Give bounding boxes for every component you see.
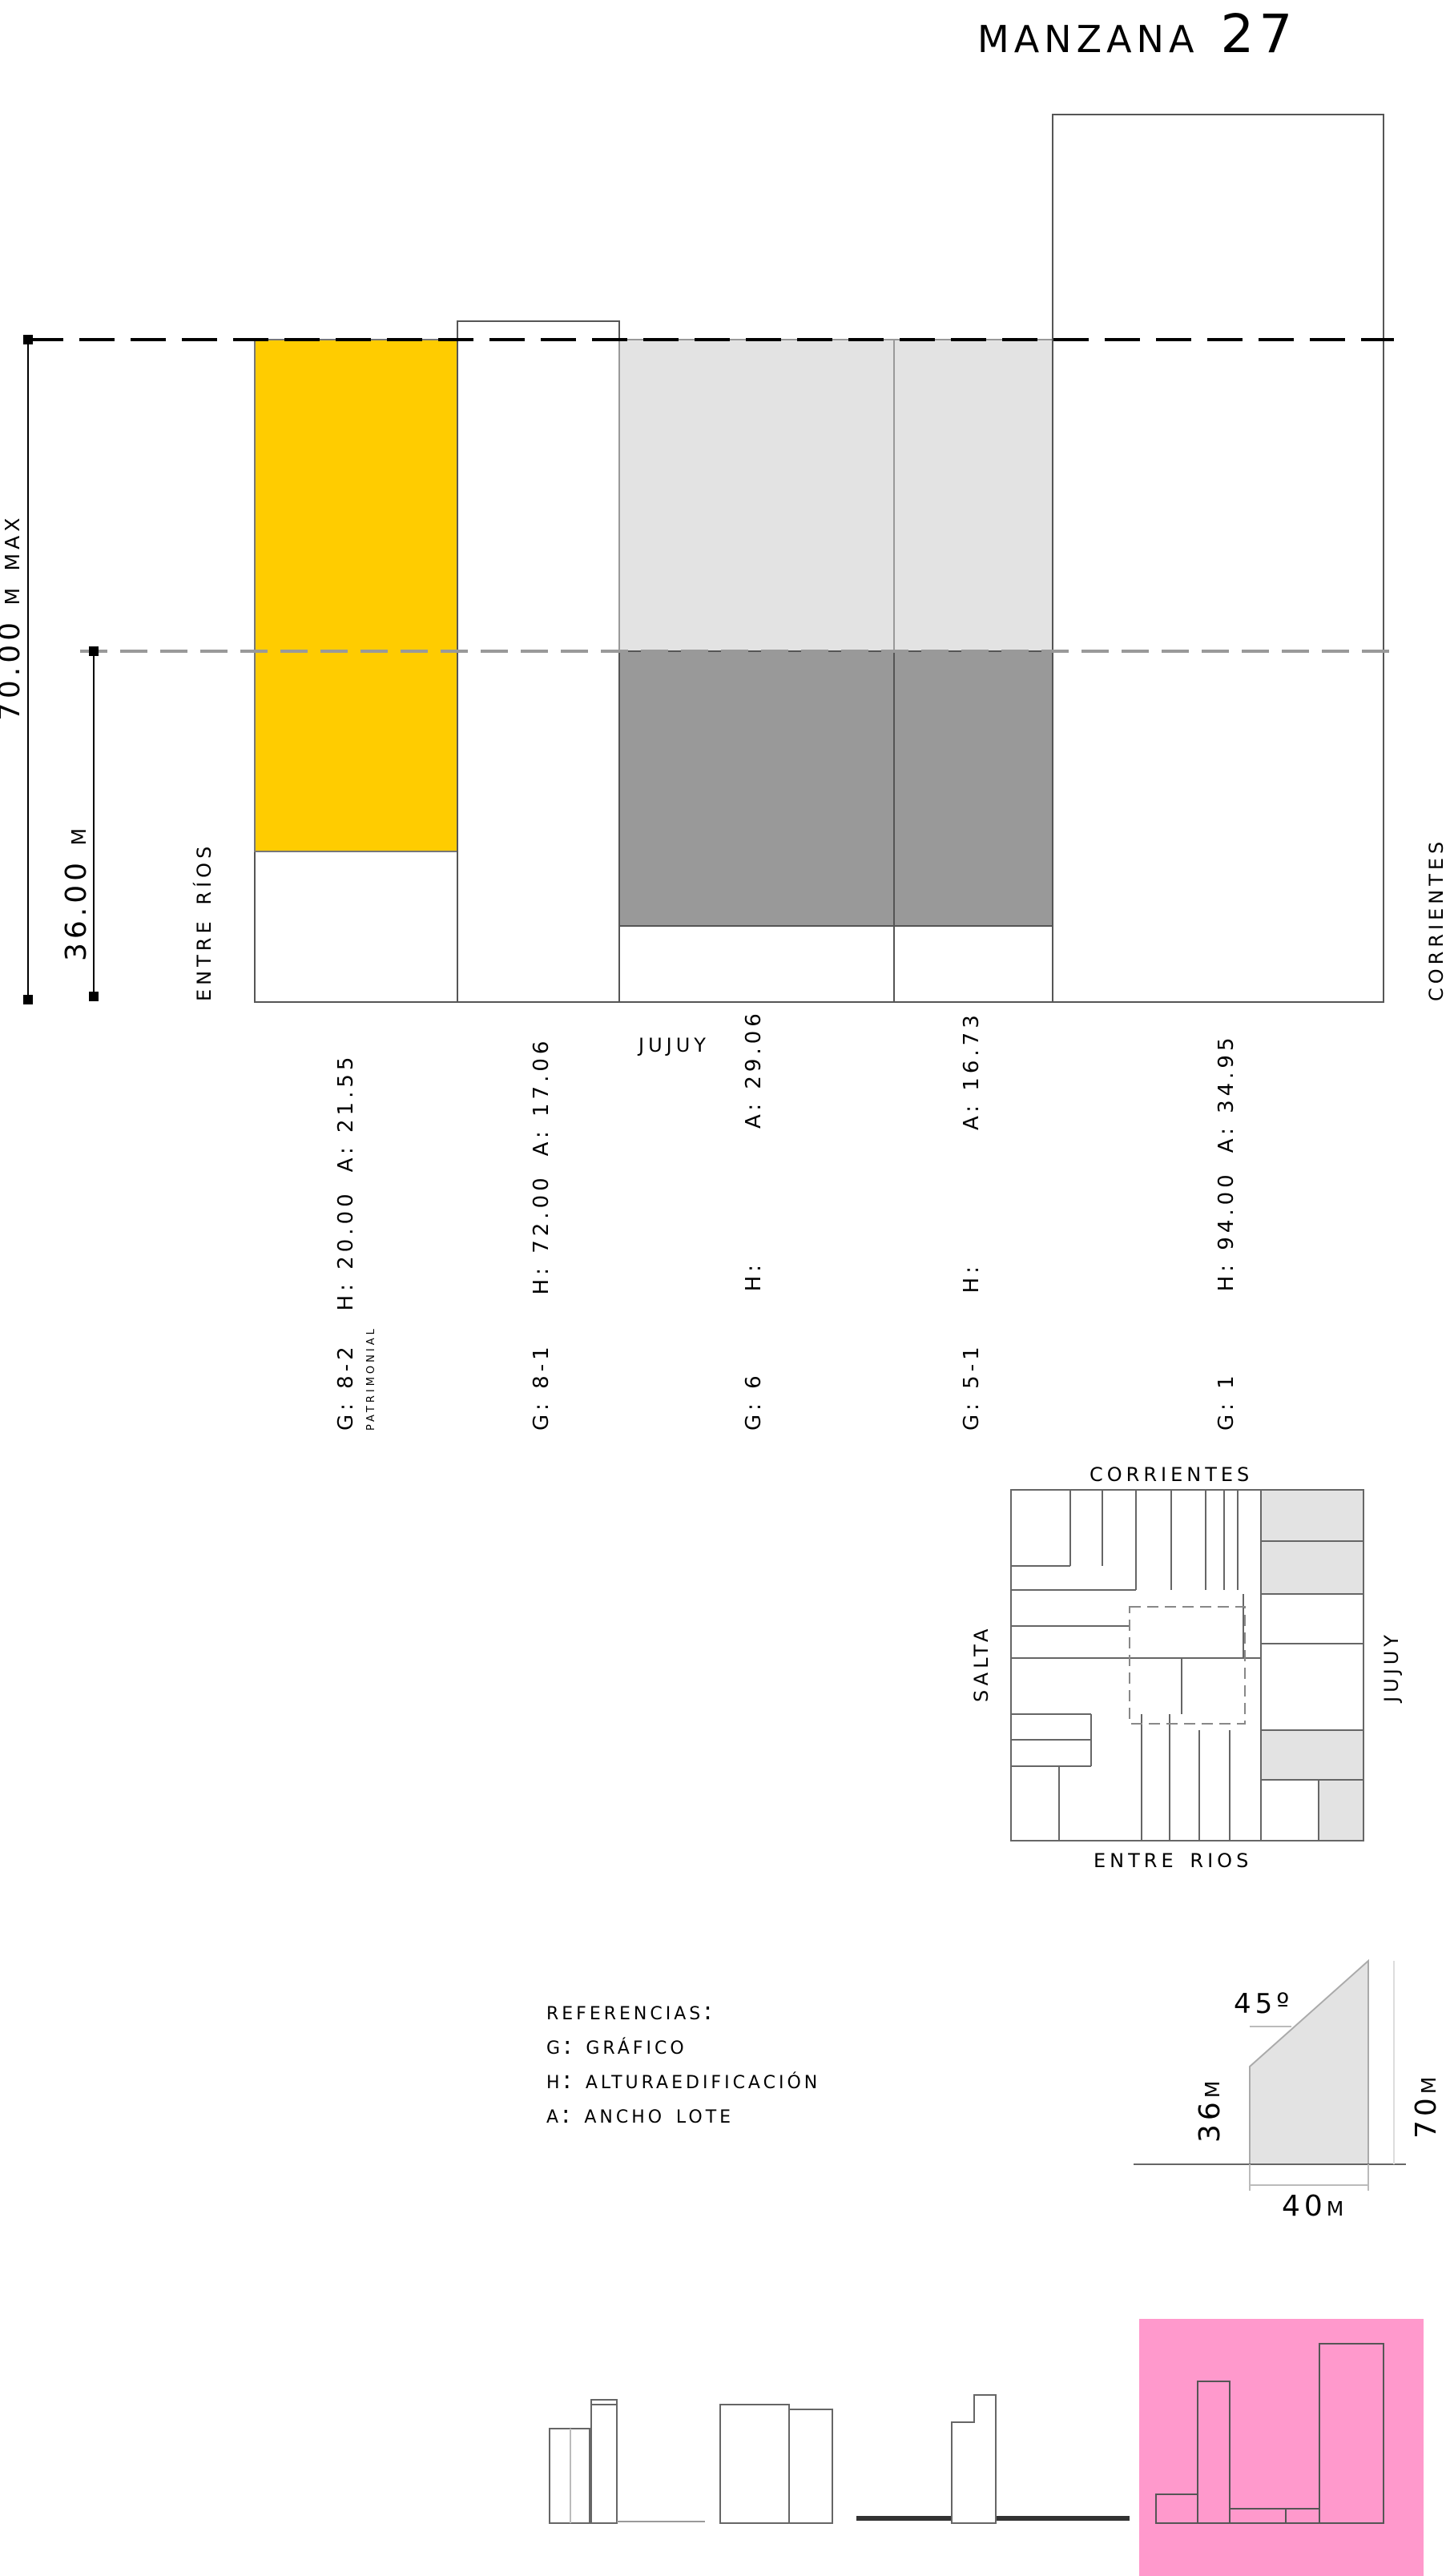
lot-6-base <box>618 925 895 1003</box>
plan-right-label: Jujuy <box>1373 1631 1405 1702</box>
lot-label-8-1: G: 8-1H: 72.00A: 17.06 <box>530 1036 554 1431</box>
section-angle-label: 45º <box>1234 1988 1294 2020</box>
elevation-lots <box>254 114 1384 1003</box>
lot-5-1-mid <box>893 650 1053 927</box>
mid-height-label: 36.00 m <box>60 823 93 961</box>
lot-1 <box>1052 114 1384 1003</box>
lot-6-upper <box>618 339 895 652</box>
plan-left-label: Salta <box>963 1624 995 1702</box>
right-street-label: Corrientes <box>1418 837 1446 1001</box>
block-plan <box>1010 1489 1364 1841</box>
section-height-70: 70m <box>1410 2072 1443 2139</box>
references: Referencias: G: gráfico H: alturaedifica… <box>546 1994 820 2132</box>
lot-8-2-patrimonial <box>254 339 458 852</box>
lot-5-1-base <box>893 925 1053 1003</box>
section-diagram <box>1134 1958 1406 2191</box>
lot-label-1: G: 1H: 94.00A: 34.95 <box>1214 1033 1239 1431</box>
lot-label-8-2: G: 8-2H: 20.00A: 21.55 <box>334 1053 358 1431</box>
pink-skyline <box>1139 2319 1424 2576</box>
references-heading: Referencias: <box>546 1997 715 2026</box>
reference-h: H: alturaedificación <box>546 2066 821 2095</box>
lot-note-patrimonial: patrimonial <box>360 1326 378 1431</box>
plan-bottom-label: Entre rios <box>1094 1842 1253 1874</box>
section-height-36: 36m <box>1194 2076 1226 2143</box>
reference-a: A: ancho lote <box>546 2100 735 2129</box>
lot-6-mid <box>618 650 895 927</box>
page-title: Manzana 27 <box>977 3 1298 65</box>
lot-label-5-1: G: 5-1H:A: 16.73 <box>960 1011 984 1431</box>
lot-8-2-base <box>254 851 458 1003</box>
lot-label-6: G: 6H:A: 29.06 <box>742 1009 766 1431</box>
skyline-thumbnails <box>549 2394 1130 2524</box>
lot-8-1 <box>457 320 620 1003</box>
max-height-label: 70.00 m max <box>0 513 26 721</box>
lot-5-1-upper <box>893 339 1053 652</box>
elevation-street-label: Jujuy <box>638 1027 710 1059</box>
left-street-label: Entre Ríos <box>186 842 218 1001</box>
reference-g: G: gráfico <box>546 2031 687 2060</box>
section-width-label: 40m <box>1282 2190 1348 2223</box>
plan-top-label: Corrientes <box>1090 1456 1254 1488</box>
